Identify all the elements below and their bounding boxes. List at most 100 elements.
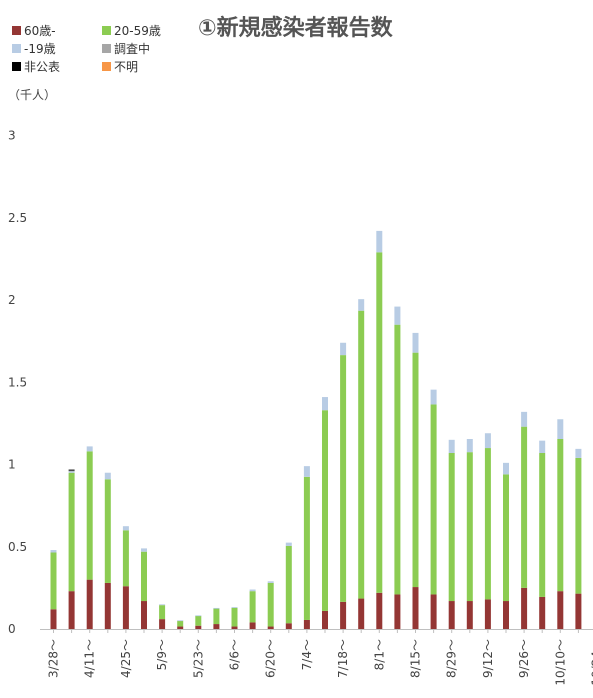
bar-segment-4/11-s1 [86, 451, 93, 580]
bar-segment-9/19-s1 [503, 474, 509, 602]
bar-segment-6/27-s2 [285, 542, 292, 546]
bar-segment-9/19-s2 [503, 462, 509, 475]
x-tick-label: 9/12～ [481, 639, 495, 678]
bar-segment-5/30-s0 [213, 624, 220, 629]
bar-segment-6/6-s0 [231, 626, 238, 629]
bar-segment-4/4-s3 [68, 470, 75, 472]
bar-segment-4/4-s1 [68, 472, 75, 592]
x-tick-label: 10/24～ [590, 639, 593, 686]
bar-segment-8/22-s2 [430, 389, 437, 405]
bar-segment-4/4-s0 [68, 591, 75, 629]
x-tick-label: 5/23～ [191, 639, 205, 678]
legend-item-3: 調査中 [102, 40, 150, 58]
bar-segment-7/18-s1 [340, 355, 347, 602]
bar-segment-4/4-s4 [68, 469, 75, 471]
bar-segment-8/29-s0 [448, 601, 455, 629]
bar-segment-7/4-s2 [303, 466, 310, 477]
bar-segment-5/2-s0 [141, 601, 147, 629]
x-tick-label: 10/10～ [553, 639, 567, 686]
y-tick-label: 2.5 [8, 211, 27, 225]
bar-segment-3/28-s2 [50, 550, 57, 553]
bar-segment-8/8-s2 [394, 306, 401, 325]
bar-segment-5/2-s1 [141, 551, 147, 602]
bar-segment-8/1-s0 [376, 592, 383, 629]
bar-segment-7/18-s2 [340, 342, 347, 356]
y-tick-label: 2 [8, 293, 16, 307]
bar-segment-10/10-s2 [557, 419, 564, 440]
bar-segment-8/22-s0 [430, 594, 437, 629]
bar-segment-8/15-s0 [412, 587, 419, 629]
x-tick-label: 8/15～ [409, 639, 423, 678]
bar-segment-9/5-s1 [466, 452, 473, 602]
bar-segment-6/20-s1 [267, 582, 274, 627]
x-tick-label: 8/29～ [445, 639, 459, 678]
bar-segment-6/6-s2 [231, 607, 238, 608]
bar-segment-8/29-s1 [448, 452, 455, 602]
legend-swatch [102, 44, 111, 53]
bar-segment-8/8-s0 [394, 594, 401, 629]
bar-segment-9/26-s2 [521, 411, 528, 427]
y-axis-unit-label: （千人） [8, 88, 57, 102]
bar-segment-10/3-s0 [539, 596, 546, 629]
x-tick-label: 9/26～ [517, 639, 531, 678]
bar-segment-5/23-s2 [195, 615, 202, 617]
bar-segment-7/25-s0 [358, 598, 365, 629]
bar-segment-10/17-s1 [575, 457, 582, 594]
x-tick-label: 5/9～ [155, 639, 169, 670]
x-tick-label: 8/1～ [372, 639, 386, 670]
bar-segment-4/25-s0 [122, 586, 129, 629]
x-tick-label: 6/20～ [264, 639, 278, 678]
bar-segment-10/3-s2 [539, 440, 546, 453]
legend-label: 調査中 [114, 42, 151, 56]
bar-segment-4/18-s0 [104, 582, 111, 629]
bar-segment-7/18-s0 [340, 601, 347, 629]
bar-segment-9/5-s0 [466, 601, 473, 629]
bar-segment-4/4-s2 [68, 471, 75, 473]
y-tick-label: 3 [8, 129, 16, 143]
legend-swatch [102, 62, 111, 71]
y-tick-label: 0.5 [8, 540, 27, 554]
legend-item-2: -19歳 [12, 40, 56, 58]
bar-segment-4/11-s0 [86, 579, 93, 629]
bar-segment-6/27-s1 [285, 545, 292, 624]
legend-swatch [12, 26, 21, 35]
bar-segment-6/20-s0 [267, 626, 274, 629]
bar-segment-9/26-s0 [521, 587, 528, 629]
bar-segment-6/13-s0 [249, 622, 256, 629]
bar-segment-10/10-s0 [557, 591, 564, 629]
bar-segment-10/3-s1 [539, 452, 546, 597]
bar-segment-7/11-s2 [322, 397, 328, 411]
bar-segment-5/23-s0 [195, 625, 202, 629]
bar-segment-8/29-s2 [448, 439, 455, 453]
x-tick-label: 3/28～ [47, 639, 61, 678]
bar-segment-5/9-s2 [159, 604, 166, 606]
bar-segment-9/12-s1 [484, 448, 491, 600]
legend-label: -19歳 [24, 42, 56, 56]
bar-segment-9/19-s0 [503, 601, 509, 629]
bar-segment-5/30-s2 [213, 607, 220, 609]
bar-segment-9/12-s0 [484, 599, 491, 629]
legend-swatch [12, 44, 21, 53]
bar-segment-8/1-s1 [376, 252, 383, 593]
x-tick-label: 4/25～ [119, 639, 133, 678]
bar-segment-4/25-s1 [122, 530, 129, 587]
bar-segment-6/27-s0 [285, 623, 292, 629]
bar-segment-8/8-s1 [394, 324, 401, 595]
bar-segment-7/4-s1 [303, 476, 310, 620]
bar-segment-7/4-s0 [303, 619, 310, 629]
bar-segment-4/18-s1 [104, 479, 111, 583]
legend-label: 60歳- [24, 24, 56, 38]
bar-segment-7/11-s0 [322, 610, 328, 629]
bar-segment-5/2-s2 [141, 548, 147, 552]
legend-item-5: 不明 [102, 58, 138, 76]
bar-segment-9/12-s2 [484, 433, 491, 449]
bar-segment-5/16-s0 [177, 626, 184, 629]
bar-segment-10/10-s1 [557, 439, 564, 592]
bar-segment-5/30-s1 [213, 608, 220, 625]
bar-segment-6/13-s1 [249, 591, 256, 623]
legend-swatch [102, 26, 111, 35]
bar-segment-8/15-s2 [412, 332, 419, 353]
x-tick-label: 7/4～ [300, 639, 314, 670]
bar-segment-5/23-s1 [195, 615, 202, 626]
y-tick-label: 1 [8, 458, 16, 472]
